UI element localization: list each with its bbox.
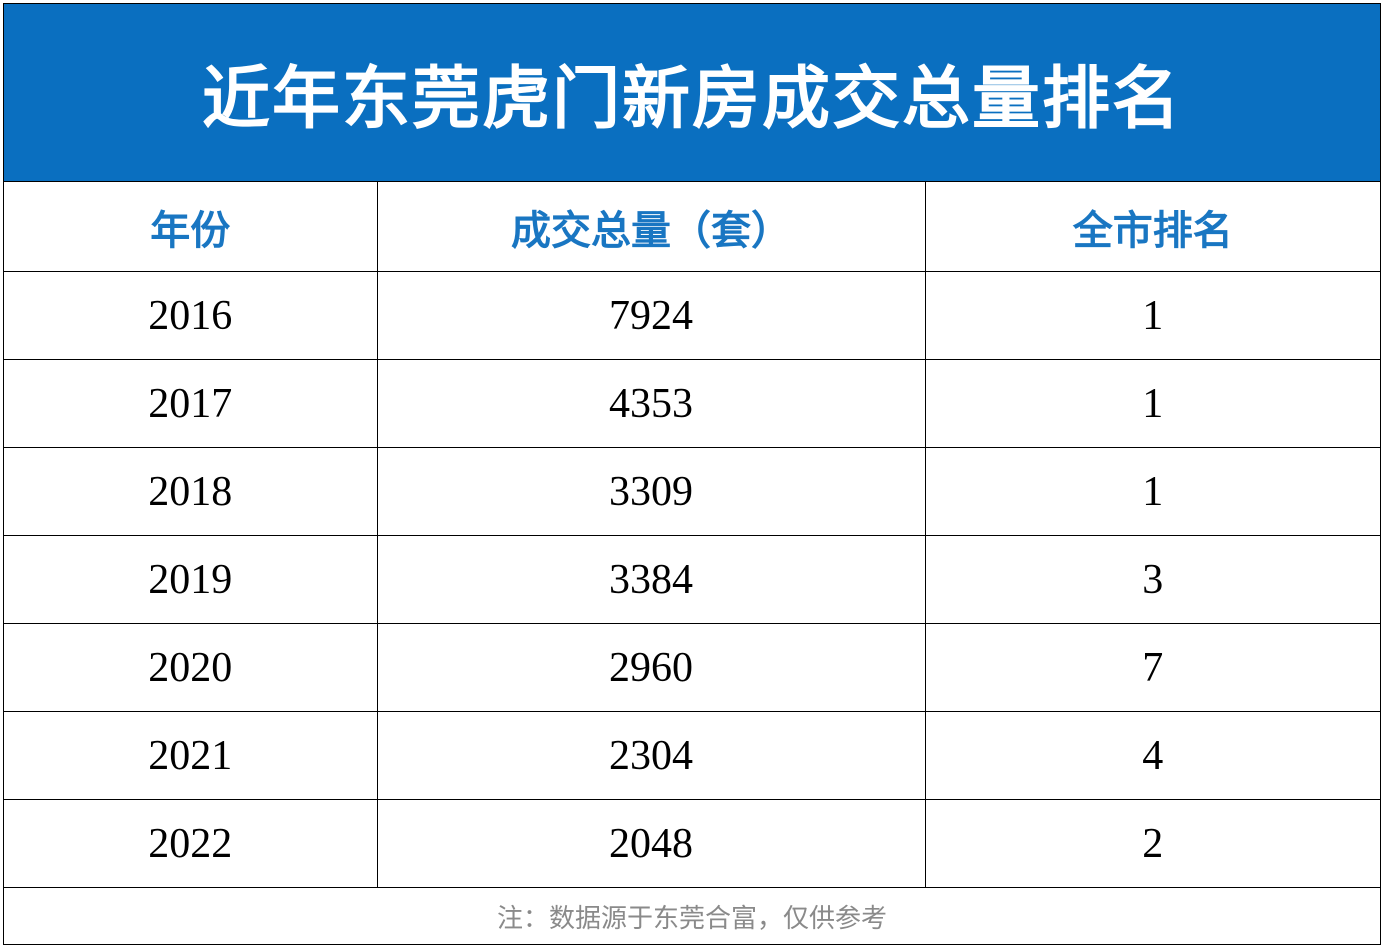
cell-year: 2016 xyxy=(4,271,378,360)
table-row: 2016 7924 1 xyxy=(4,271,1380,360)
cell-year: 2021 xyxy=(4,711,378,800)
cell-total: 4353 xyxy=(376,359,926,448)
table-row: 2022 2048 2 xyxy=(4,799,1380,888)
table-frame: 近年东莞虎门新房成交总量排名 年份 成交总量（套） 全市排名 2016 7924… xyxy=(3,3,1381,945)
source-note: 注：数据源于东莞合富，仅供参考 xyxy=(496,904,887,934)
cell-rank: 1 xyxy=(924,447,1380,536)
page-title: 近年东莞虎门新房成交总量排名 xyxy=(201,60,1182,139)
cell-rank: 1 xyxy=(924,271,1380,360)
cell-year: 2020 xyxy=(4,623,378,712)
table-header-row: 年份 成交总量（套） 全市排名 xyxy=(4,182,1380,272)
title-bar: 近年东莞虎门新房成交总量排名 xyxy=(4,4,1380,182)
cell-year: 2022 xyxy=(4,799,378,888)
ranking-table: 年份 成交总量（套） 全市排名 2016 7924 1 2017 4353 1 … xyxy=(4,182,1380,888)
column-header-rank: 全市排名 xyxy=(924,182,1380,272)
cell-year: 2018 xyxy=(4,447,378,536)
table-row: 2018 3309 1 xyxy=(4,447,1380,536)
column-header-year: 年份 xyxy=(4,182,378,272)
cell-total: 7924 xyxy=(376,271,926,360)
cell-rank: 1 xyxy=(924,359,1380,448)
cell-rank: 2 xyxy=(924,799,1380,888)
table-row: 2021 2304 4 xyxy=(4,711,1380,800)
cell-year: 2017 xyxy=(4,359,378,448)
cell-rank: 7 xyxy=(924,623,1380,712)
cell-year: 2019 xyxy=(4,535,378,624)
cell-total: 3309 xyxy=(376,447,926,536)
table-row: 2020 2960 7 xyxy=(4,623,1380,712)
cell-rank: 4 xyxy=(924,711,1380,800)
cell-total: 2048 xyxy=(376,799,926,888)
table-row: 2017 4353 1 xyxy=(4,359,1380,448)
cell-rank: 3 xyxy=(924,535,1380,624)
cell-total: 2960 xyxy=(376,623,926,712)
cell-total: 2304 xyxy=(376,711,926,800)
column-header-total: 成交总量（套） xyxy=(376,182,926,272)
table-row: 2019 3384 3 xyxy=(4,535,1380,624)
cell-total: 3384 xyxy=(376,535,926,624)
